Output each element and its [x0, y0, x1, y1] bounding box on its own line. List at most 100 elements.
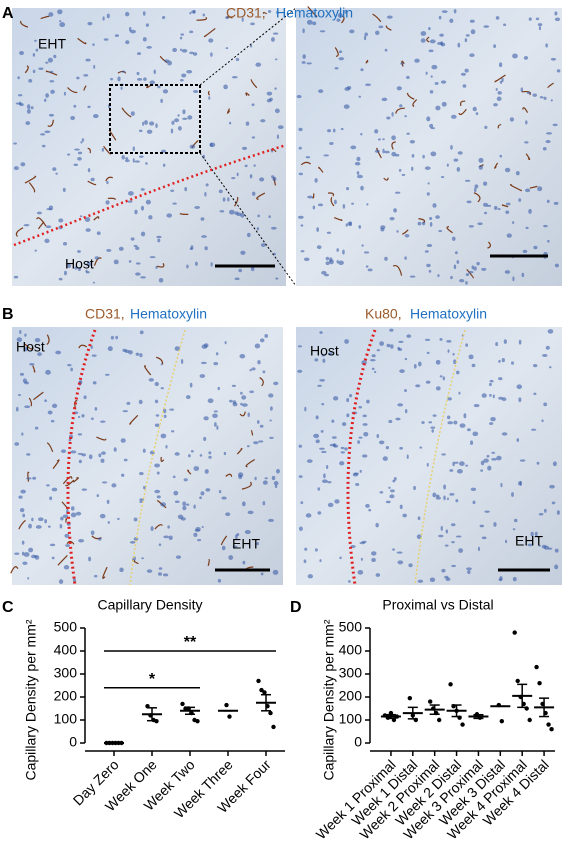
nucleus [371, 557, 376, 563]
nucleus [160, 502, 167, 507]
nucleus [149, 256, 156, 259]
nucleus [46, 484, 50, 487]
nucleus [393, 208, 397, 213]
nucleus [398, 340, 404, 343]
nucleus [22, 561, 28, 565]
nucleus [276, 468, 280, 474]
nucleus [386, 15, 393, 19]
data-point [448, 682, 453, 687]
nucleus [238, 474, 243, 480]
nucleus [306, 19, 313, 25]
nucleus [140, 276, 146, 279]
nucleus [450, 523, 456, 527]
nucleus [262, 501, 266, 506]
nucleus [146, 129, 153, 134]
vessel [36, 217, 47, 227]
nucleus [471, 265, 475, 270]
nucleus [393, 476, 397, 481]
nucleus [513, 518, 518, 523]
vessel [24, 343, 35, 350]
nucleus [189, 144, 196, 149]
nucleus [462, 84, 467, 88]
nucleus [142, 121, 145, 126]
nucleus [259, 424, 264, 428]
nucleus [19, 103, 24, 107]
nucleus [366, 399, 370, 404]
nucleus [19, 372, 25, 376]
nucleus [201, 235, 207, 238]
nucleus [307, 195, 314, 199]
nucleus [446, 340, 452, 343]
nucleus [228, 209, 235, 215]
inset-box [109, 84, 201, 154]
nucleus [429, 216, 433, 220]
nucleus [193, 89, 199, 93]
nucleus [361, 454, 368, 458]
vessel [107, 197, 117, 200]
nucleus [432, 414, 437, 417]
nucleus [216, 425, 219, 430]
nucleus [98, 453, 102, 458]
nucleus [75, 511, 82, 516]
panel-letter: B [2, 306, 14, 323]
nucleus [465, 273, 470, 277]
vessel [66, 540, 75, 545]
nucleus [546, 132, 553, 135]
nucleus [376, 433, 380, 439]
nucleus [35, 48, 39, 52]
nucleus [394, 153, 400, 157]
nucleus [375, 573, 381, 577]
nucleus [505, 210, 510, 214]
nucleus [340, 446, 345, 450]
nucleus [171, 120, 175, 125]
nucleus [541, 544, 547, 549]
nucleus [298, 172, 304, 176]
nucleus [231, 75, 238, 79]
nucleus [474, 184, 479, 189]
nucleus [554, 17, 561, 22]
nucleus [208, 38, 214, 43]
nucleus [122, 348, 127, 352]
border-line [129, 329, 186, 586]
nucleus [92, 43, 95, 46]
nucleus [429, 123, 434, 128]
nucleus [418, 361, 422, 367]
nucleus [404, 408, 408, 414]
nucleus [365, 83, 372, 86]
nucleus [319, 331, 323, 334]
nucleus [397, 403, 404, 407]
nucleus [168, 535, 173, 541]
nucleus [201, 344, 208, 349]
nucleus [141, 557, 144, 560]
nucleus [155, 265, 158, 270]
nucleus [23, 224, 30, 227]
nucleus [38, 517, 44, 522]
nucleus [262, 370, 266, 374]
nucleus [170, 128, 174, 134]
nucleus [432, 203, 437, 208]
nucleus [545, 140, 551, 144]
vessel [156, 356, 164, 365]
nucleus [374, 149, 380, 153]
nucleus [45, 369, 51, 375]
vessel [426, 36, 430, 43]
nucleus [438, 15, 442, 20]
nucleus [319, 559, 322, 563]
border-line [13, 143, 287, 247]
nucleus [203, 436, 207, 442]
nucleus [297, 369, 303, 373]
nucleus [229, 399, 233, 403]
nucleus [395, 191, 401, 194]
nucleus [357, 569, 364, 575]
nucleus [79, 215, 83, 218]
nucleus [217, 578, 222, 583]
nucleus [246, 445, 250, 448]
nucleus [171, 430, 175, 433]
nucleus [382, 148, 385, 154]
nucleus [225, 512, 231, 517]
nucleus [174, 346, 180, 351]
nucleus [545, 345, 550, 350]
nucleus [77, 151, 83, 155]
region-label: Host [16, 339, 45, 355]
nucleus [543, 96, 547, 100]
